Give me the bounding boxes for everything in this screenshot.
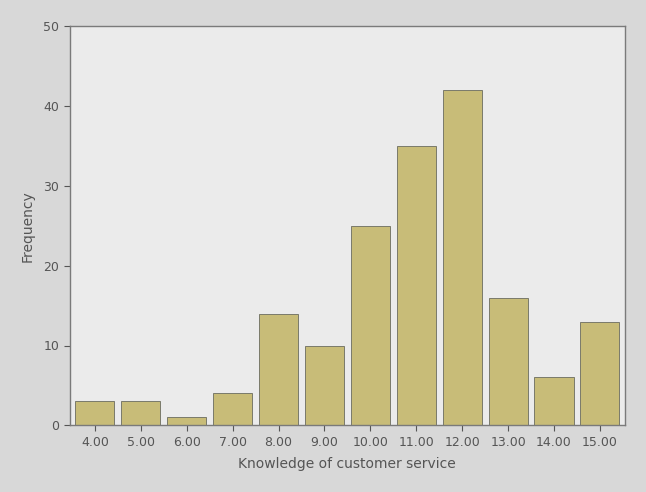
Bar bbox=[488, 298, 528, 426]
Bar bbox=[443, 90, 482, 426]
X-axis label: Knowledge of customer service: Knowledge of customer service bbox=[238, 457, 456, 471]
Bar bbox=[580, 322, 620, 426]
Bar bbox=[305, 345, 344, 426]
Y-axis label: Frequency: Frequency bbox=[21, 190, 35, 262]
Bar bbox=[167, 417, 206, 426]
Bar bbox=[213, 394, 252, 426]
Bar bbox=[351, 226, 390, 426]
Bar bbox=[121, 401, 160, 426]
Bar bbox=[534, 377, 574, 426]
Bar bbox=[76, 401, 114, 426]
Bar bbox=[397, 146, 436, 426]
Bar bbox=[259, 313, 298, 426]
